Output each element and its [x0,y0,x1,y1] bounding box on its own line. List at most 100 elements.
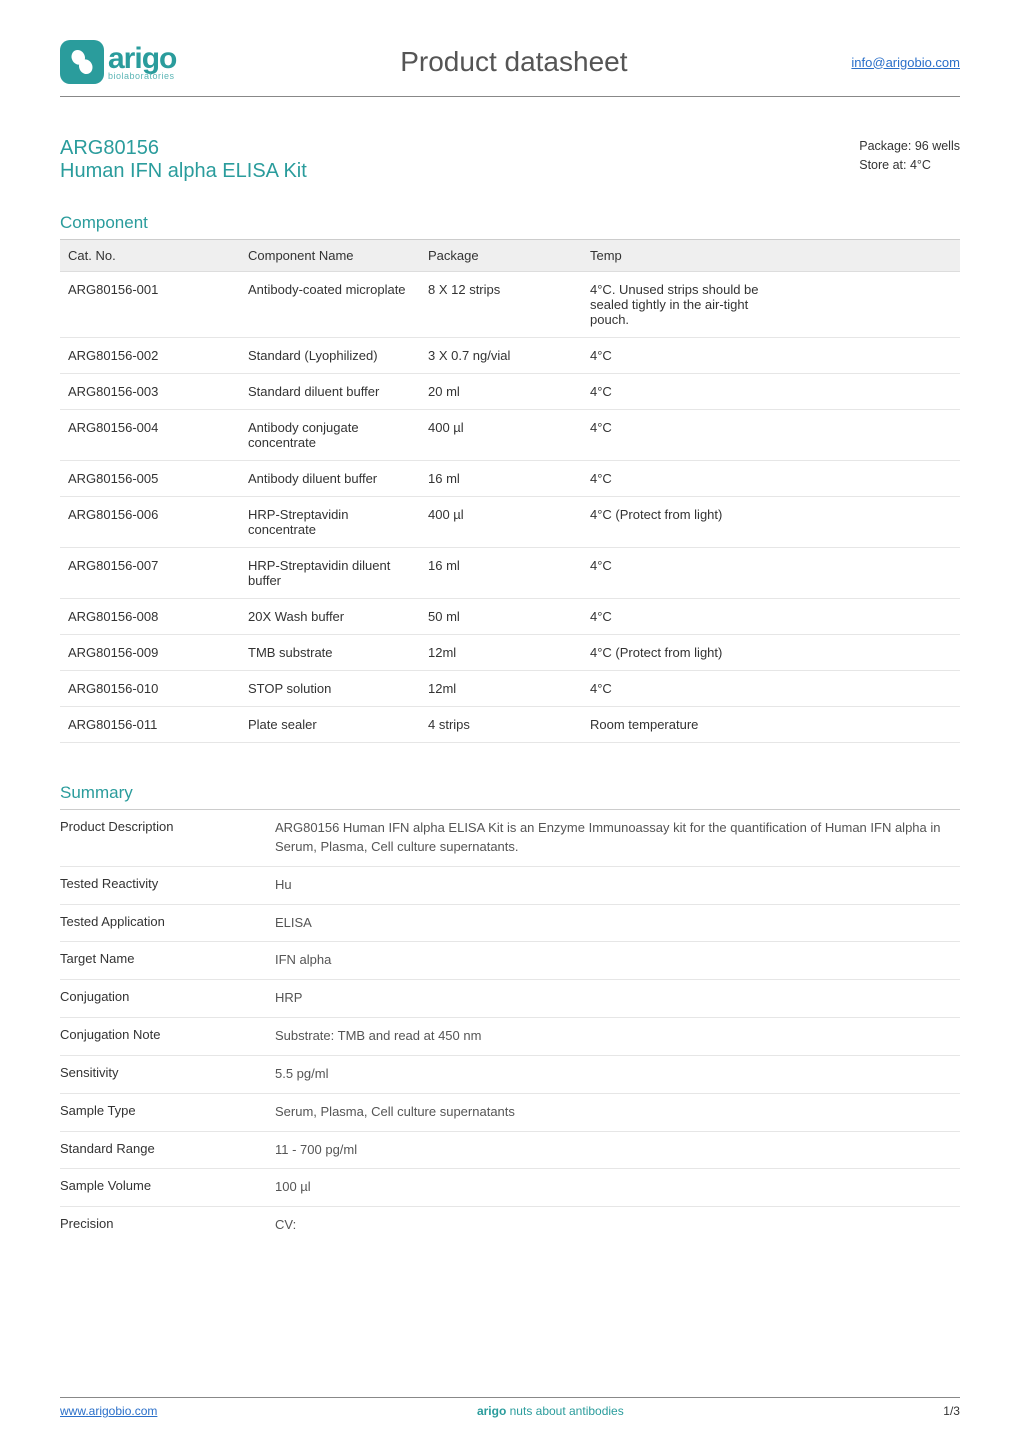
cell-name: Antibody conjugate concentrate [240,410,420,461]
meta-package: Package: 96 wells [859,137,960,156]
product-name: Human IFN alpha ELISA Kit [60,160,307,183]
cell-package: 12ml [420,635,582,671]
summary-label: Sample Volume [60,1178,275,1197]
summary-label: Product Description [60,819,275,857]
cell-catno: ARG80156-003 [60,374,240,410]
table-row: ARG80156-010 STOP solution 12ml 4°C [60,671,960,707]
table-row: ARG80156-002 Standard (Lyophilized) 3 X … [60,338,960,374]
summary-row: Standard Range 11 - 700 pg/ml [60,1131,960,1169]
product-title-row: ARG80156 Human IFN alpha ELISA Kit Packa… [60,137,960,183]
contact-email-link[interactable]: info@arigobio.com [851,55,960,70]
cell-package: 400 µl [420,410,582,461]
cell-catno: ARG80156-002 [60,338,240,374]
cell-extra [780,338,960,374]
table-row: ARG80156-011 Plate sealer 4 strips Room … [60,707,960,743]
cell-package: 4 strips [420,707,582,743]
summary-label: Conjugation Note [60,1027,275,1046]
cell-package: 16 ml [420,461,582,497]
cell-name: 20X Wash buffer [240,599,420,635]
summary-value: ARG80156 Human IFN alpha ELISA Kit is an… [275,819,960,857]
summary-value: HRP [275,989,960,1008]
summary-value: 11 - 700 pg/ml [275,1141,960,1160]
cell-temp: 4°C (Protect from light) [582,635,780,671]
cell-catno: ARG80156-001 [60,272,240,338]
cell-extra [780,707,960,743]
summary-row: Conjugation Note Substrate: TMB and read… [60,1017,960,1055]
cell-temp: 4°C [582,548,780,599]
summary-value: IFN alpha [275,951,960,970]
cell-name: HRP-Streptavidin concentrate [240,497,420,548]
cell-name: TMB substrate [240,635,420,671]
footer-website-link[interactable]: www.arigobio.com [60,1404,157,1418]
cell-extra [780,410,960,461]
summary-label: Conjugation [60,989,275,1008]
summary-label: Standard Range [60,1141,275,1160]
table-row: ARG80156-005 Antibody diluent buffer 16 … [60,461,960,497]
brand-logo: arigo biolaboratories [60,40,176,84]
summary-label: Precision [60,1216,275,1235]
cell-package: 16 ml [420,548,582,599]
summary-value: 100 µl [275,1178,960,1197]
section-heading-summary: Summary [60,783,960,803]
cell-name: STOP solution [240,671,420,707]
summary-row: Precision CV: [60,1206,960,1244]
summary-value: Serum, Plasma, Cell culture supernatants [275,1103,960,1122]
page-footer: www.arigobio.com arigo nuts about antibo… [60,1397,960,1418]
cell-extra [780,272,960,338]
cell-temp: 4°C [582,599,780,635]
summary-row: Product Description ARG80156 Human IFN a… [60,809,960,866]
cell-temp: 4°C [582,338,780,374]
summary-row: Conjugation HRP [60,979,960,1017]
table-row: ARG80156-007 HRP-Streptavidin diluent bu… [60,548,960,599]
footer-page-number: 1/3 [943,1404,960,1418]
table-row: ARG80156-001 Antibody-coated microplate … [60,272,960,338]
cell-extra [780,374,960,410]
meta-store: Store at: 4°C [859,156,960,175]
cell-catno: ARG80156-007 [60,548,240,599]
product-title-block: ARG80156 Human IFN alpha ELISA Kit [60,137,307,183]
cell-temp: 4°C [582,671,780,707]
cell-temp: 4°C [582,461,780,497]
brand-subtitle: biolaboratories [108,72,176,81]
cell-catno: ARG80156-005 [60,461,240,497]
page-header: arigo biolaboratories Product datasheet … [60,40,960,97]
cell-name: HRP-Streptavidin diluent buffer [240,548,420,599]
footer-brand: arigo [477,1404,506,1418]
col-header: Package [420,240,582,272]
cell-package: 3 X 0.7 ng/vial [420,338,582,374]
table-row: ARG80156-006 HRP-Streptavidin concentrat… [60,497,960,548]
cell-extra [780,635,960,671]
cell-package: 400 µl [420,497,582,548]
summary-row: Sample Type Serum, Plasma, Cell culture … [60,1093,960,1131]
summary-value: ELISA [275,914,960,933]
cell-name: Antibody-coated microplate [240,272,420,338]
cell-catno: ARG80156-009 [60,635,240,671]
cell-catno: ARG80156-010 [60,671,240,707]
table-row: ARG80156-009 TMB substrate 12ml 4°C (Pro… [60,635,960,671]
cell-catno: ARG80156-011 [60,707,240,743]
summary-value: CV: [275,1216,960,1235]
component-table-body: ARG80156-001 Antibody-coated microplate … [60,272,960,743]
cell-temp: Room temperature [582,707,780,743]
cell-package: 12ml [420,671,582,707]
summary-label: Sample Type [60,1103,275,1122]
cell-package: 20 ml [420,374,582,410]
cell-temp: 4°C. Unused strips should be sealed tigh… [582,272,780,338]
document-title: Product datasheet [176,46,851,78]
col-header: Temp [582,240,780,272]
summary-row: Sensitivity 5.5 pg/ml [60,1055,960,1093]
brand-name: arigo [108,44,176,74]
cell-catno: ARG80156-008 [60,599,240,635]
cell-temp: 4°C [582,410,780,461]
summary-row: Tested Application ELISA [60,904,960,942]
brand-logo-text: arigo biolaboratories [108,44,176,81]
product-code: ARG80156 [60,137,307,160]
summary-label: Sensitivity [60,1065,275,1084]
footer-tagline-rest: nuts about antibodies [506,1404,623,1418]
summary-value: Hu [275,876,960,895]
col-header [780,240,960,272]
table-header-row: Cat. No. Component Name Package Temp [60,240,960,272]
summary-value: Substrate: TMB and read at 450 nm [275,1027,960,1046]
cell-extra [780,548,960,599]
component-table: Cat. No. Component Name Package Temp ARG… [60,239,960,743]
